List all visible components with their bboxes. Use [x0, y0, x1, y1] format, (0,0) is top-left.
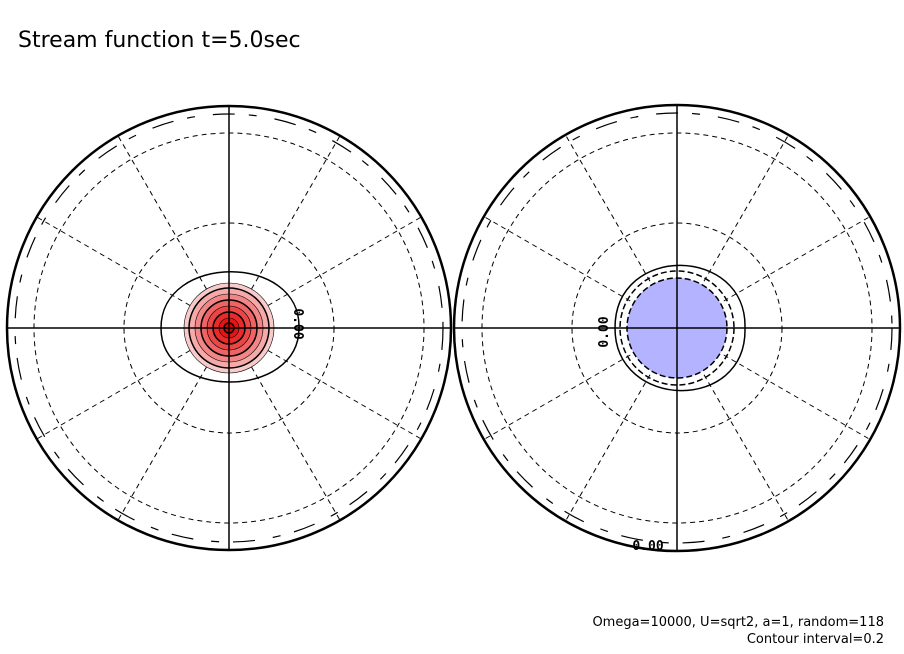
rim-contour	[461, 112, 893, 544]
footer-line: Contour interval=0.2	[747, 632, 884, 647]
footer-line: Omega=10000, U=sqrt2, a=1, random=118	[592, 615, 884, 630]
rim	[5, 104, 453, 552]
rim-contour	[14, 113, 444, 543]
right-panel	[452, 103, 902, 553]
title: Stream function t=5.0sec	[18, 28, 301, 53]
contour-label: 0.00	[290, 308, 305, 339]
rim	[452, 103, 902, 553]
contour-label: 0.00	[632, 539, 663, 554]
left-panel	[5, 104, 453, 552]
contour-label: 0.00	[597, 316, 612, 347]
